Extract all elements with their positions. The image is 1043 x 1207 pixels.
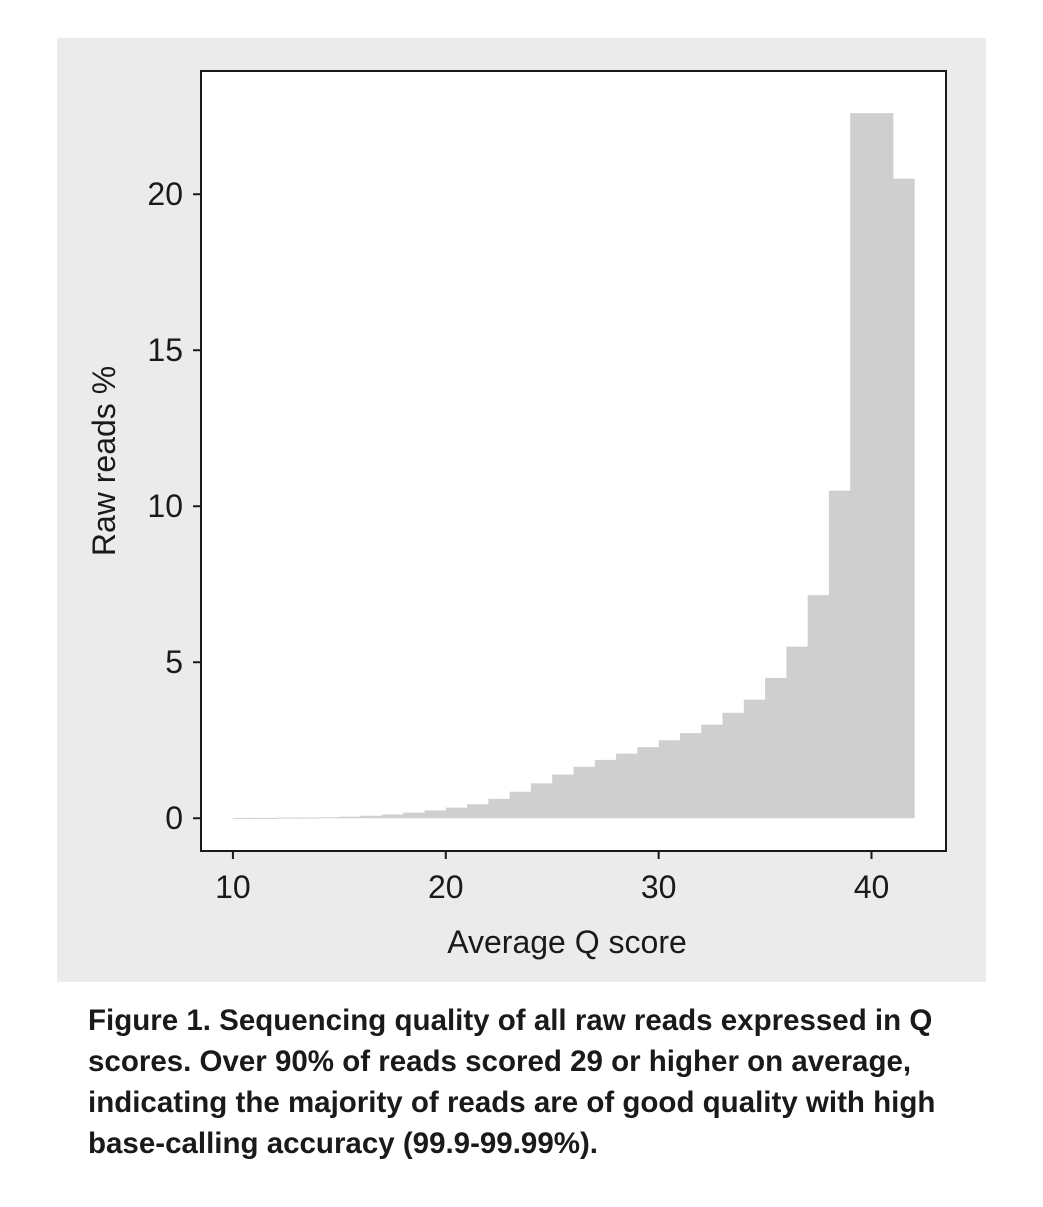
- histogram-bar: [552, 774, 575, 819]
- figure-caption: Figure 1. Sequencing quality of all raw …: [88, 1004, 936, 1160]
- histogram-bar: [701, 724, 724, 819]
- histogram-bar: [679, 733, 702, 819]
- histogram-bar: [871, 113, 894, 819]
- histogram-bar: [445, 807, 468, 819]
- histogram-bar: [360, 815, 383, 819]
- histogram-bar: [722, 712, 745, 819]
- histogram-bar: [403, 812, 426, 819]
- histogram-bar: [765, 677, 787, 819]
- histogram-bar: [339, 816, 362, 819]
- histogram-bar: [275, 817, 298, 819]
- plot-frame: [200, 70, 947, 852]
- histogram-bar: [509, 791, 532, 819]
- y-tick-label: 20: [147, 176, 183, 212]
- histogram-bar: [892, 178, 915, 819]
- histogram-bar: [616, 753, 638, 819]
- bars-group: [232, 113, 915, 819]
- y-tick-label: 5: [165, 644, 183, 680]
- x-axis: 10 20 30 40: [215, 851, 889, 905]
- y-tick-label: 10: [147, 488, 183, 524]
- histogram-bar: [658, 740, 681, 819]
- histogram-bar: [467, 804, 489, 819]
- histogram-bar: [232, 817, 255, 819]
- figure-panel: 0 5 10 15 20 10 20 30 40 Average Q score Raw re…: [57, 38, 986, 982]
- histogram-bar: [786, 646, 809, 819]
- histogram-bar: [594, 759, 617, 819]
- histogram-chart: 0 5 10 15 20 10 20 30 40 Average Q score Raw re…: [86, 70, 947, 960]
- histogram-bar: [530, 783, 553, 819]
- y-axis: 0 5 10 15 20: [147, 176, 201, 836]
- histogram-bar: [637, 747, 660, 819]
- x-tick-label: 10: [215, 869, 251, 905]
- x-tick-label: 20: [428, 869, 464, 905]
- histogram-bar: [424, 810, 447, 819]
- histogram-bar: [318, 817, 340, 819]
- x-tick-label: 30: [641, 869, 677, 905]
- x-axis-title: Average Q score: [447, 924, 687, 960]
- histogram-bar: [254, 817, 277, 819]
- y-tick-label: 15: [147, 332, 183, 368]
- histogram-bar: [850, 113, 873, 819]
- histogram-bar: [743, 699, 766, 819]
- y-axis-title: Raw reads %: [86, 366, 122, 556]
- histogram-bar: [807, 595, 830, 819]
- histogram-bar: [828, 490, 851, 819]
- histogram-bar: [488, 798, 511, 819]
- histogram-bar: [573, 766, 596, 819]
- x-tick-label: 40: [854, 869, 890, 905]
- y-tick-label: 0: [165, 800, 183, 836]
- histogram-bar: [381, 814, 404, 819]
- histogram-bar: [296, 817, 319, 819]
